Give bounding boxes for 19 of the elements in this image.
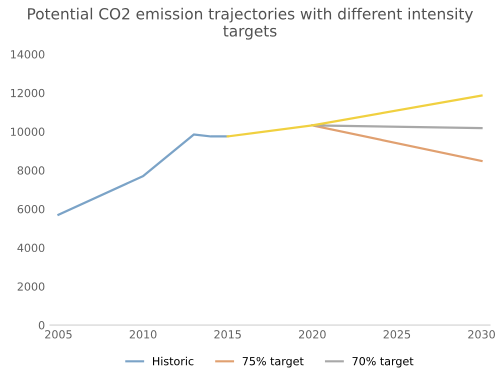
y-tick-label: 0: [38, 321, 44, 330]
y-tick-label: 10000: [11, 128, 44, 136]
line-series: [57, 133, 229, 216]
legend-label: Historic: [153, 356, 194, 366]
x-tick-label: 2020: [298, 330, 326, 339]
y-tick-label: 2000: [18, 282, 44, 291]
x-tick-label: 2030: [468, 330, 495, 339]
x-tick-label: 2005: [45, 330, 72, 339]
y-tick-label: 14000: [11, 50, 44, 59]
x-tick-label: 2015: [214, 330, 241, 339]
y-tick-label: 8000: [18, 166, 44, 175]
y-tick-label: 6000: [18, 204, 44, 214]
legend-label: 70% target: [352, 356, 414, 368]
x-tick-label: 2025: [384, 330, 410, 339]
x-tick-label: 2010: [130, 330, 156, 339]
y-tick-label: 4000: [17, 244, 44, 252]
legend-label: 75% target: [242, 356, 304, 368]
chart-title: Potential CO2 emission trajectories with different intensity targets: [28, 8, 473, 40]
y-tick-label: 12000: [11, 88, 44, 98]
